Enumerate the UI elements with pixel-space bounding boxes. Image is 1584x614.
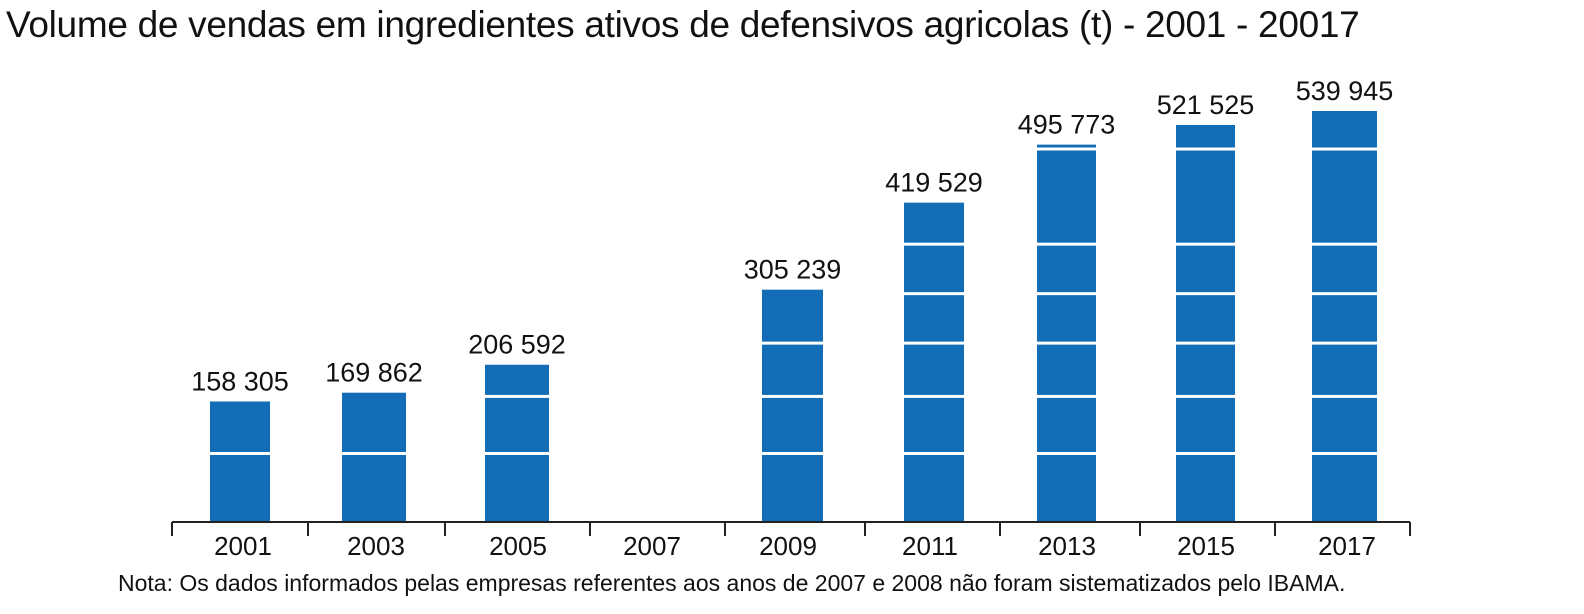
data-label: 158 305 bbox=[191, 367, 289, 397]
bar-band-line bbox=[1037, 451, 1096, 455]
data-label: 495 773 bbox=[1018, 110, 1116, 140]
bar-band-line bbox=[1037, 292, 1096, 296]
x-tick-label-2001: 2001 bbox=[214, 531, 272, 561]
bar-band-line bbox=[904, 292, 964, 296]
bar-band-line bbox=[1037, 341, 1096, 345]
bar-band-line bbox=[485, 394, 549, 398]
x-tick-label-2015: 2015 bbox=[1177, 531, 1235, 561]
bar-2001 bbox=[210, 401, 270, 522]
bar-band-line bbox=[342, 451, 406, 455]
chart-title: Volume de vendas em ingredientes ativos … bbox=[6, 4, 1360, 45]
data-label: 305 239 bbox=[744, 255, 842, 285]
bar-band-line bbox=[485, 451, 549, 455]
bar-band-line bbox=[904, 451, 964, 455]
bar-band-line bbox=[1312, 341, 1377, 345]
x-tick-label-2005: 2005 bbox=[489, 531, 547, 561]
bar-band-line bbox=[904, 242, 964, 246]
bar-2003 bbox=[342, 392, 406, 522]
data-label: 419 529 bbox=[885, 168, 983, 198]
x-tick-label-2003: 2003 bbox=[347, 531, 405, 561]
bar-band-line bbox=[1176, 292, 1235, 296]
x-tick-label-2013: 2013 bbox=[1038, 531, 1096, 561]
bar-band-line bbox=[1176, 242, 1235, 246]
bar-2013 bbox=[1037, 144, 1096, 522]
bar-2017 bbox=[1312, 111, 1377, 522]
x-tick-label-2017: 2017 bbox=[1318, 531, 1376, 561]
bar-band-line bbox=[762, 451, 823, 455]
bar-band-line bbox=[762, 394, 823, 398]
bar-band-line bbox=[1037, 394, 1096, 398]
x-tick-label-2009: 2009 bbox=[759, 531, 817, 561]
bar-band-line bbox=[1312, 451, 1377, 455]
bar-band-line bbox=[904, 341, 964, 345]
bar-band-line bbox=[210, 451, 270, 455]
chart-note: Nota: Os dados informados pelas empresas… bbox=[118, 570, 1346, 596]
bar-band-line bbox=[1176, 451, 1235, 455]
data-label: 206 592 bbox=[468, 330, 566, 360]
bar-band-line bbox=[904, 394, 964, 398]
bar-band-line bbox=[1312, 147, 1377, 151]
x-tick-label-2011: 2011 bbox=[902, 531, 958, 561]
bar-band-line bbox=[1312, 394, 1377, 398]
data-label: 521 525 bbox=[1157, 90, 1255, 120]
bar-band-line bbox=[1312, 292, 1377, 296]
bar-2005 bbox=[485, 364, 549, 522]
data-label: 539 945 bbox=[1296, 76, 1394, 106]
bar-band-line bbox=[762, 341, 823, 345]
bar-band-line bbox=[1037, 147, 1096, 151]
bar-2009 bbox=[762, 289, 823, 522]
data-label: 169 862 bbox=[325, 358, 423, 388]
x-tick-label-2007: 2007 bbox=[623, 531, 681, 561]
bar-band-line bbox=[1176, 394, 1235, 398]
bar-2015 bbox=[1176, 125, 1235, 523]
bar-band-line bbox=[1037, 242, 1096, 246]
bar-band-line bbox=[1312, 242, 1377, 246]
bar-2011 bbox=[904, 202, 964, 522]
bar-band-line bbox=[1176, 341, 1235, 345]
bar-band-line bbox=[1176, 147, 1235, 151]
